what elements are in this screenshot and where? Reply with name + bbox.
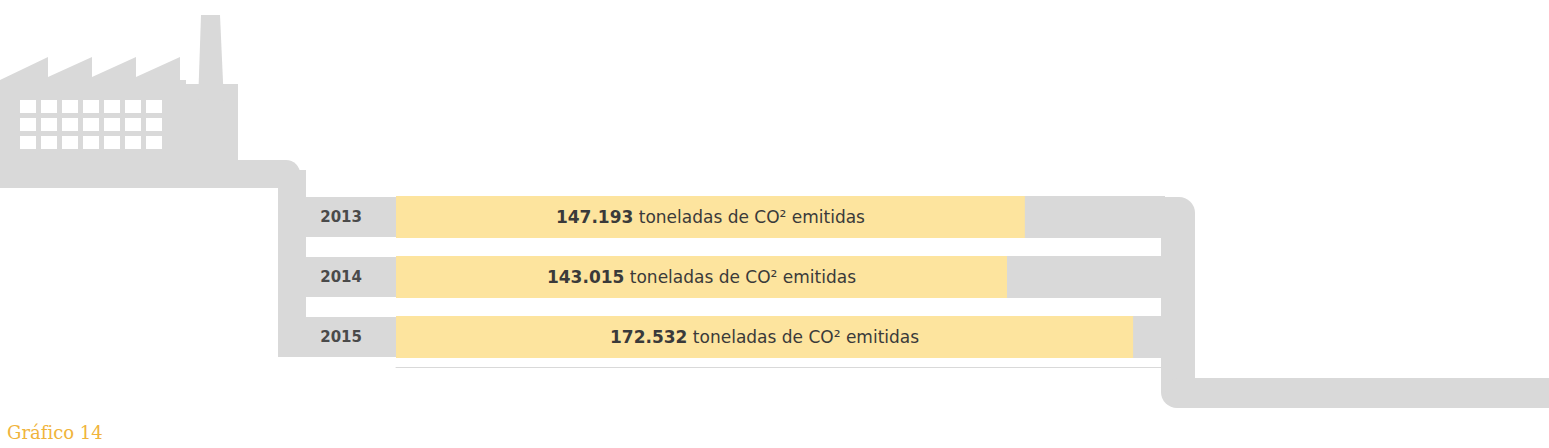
svg-text:172.532: 172.532 (610, 327, 687, 347)
svg-text:2013: 2013 (320, 208, 362, 226)
svg-text:toneladas de CO² emitidas: toneladas de CO² emitidas (687, 327, 919, 347)
svg-text:147.193: 147.193 (556, 207, 633, 227)
svg-text:2015: 2015 (320, 328, 362, 346)
svg-text:Gráfico 14: Gráfico 14 (7, 422, 103, 443)
svg-text:143.015: 143.015 (547, 267, 624, 287)
svg-text:toneladas de CO² emitidas: toneladas de CO² emitidas (624, 267, 856, 287)
svg-text:2014: 2014 (320, 268, 362, 286)
svg-text:toneladas de CO² emitidas: toneladas de CO² emitidas (633, 207, 865, 227)
